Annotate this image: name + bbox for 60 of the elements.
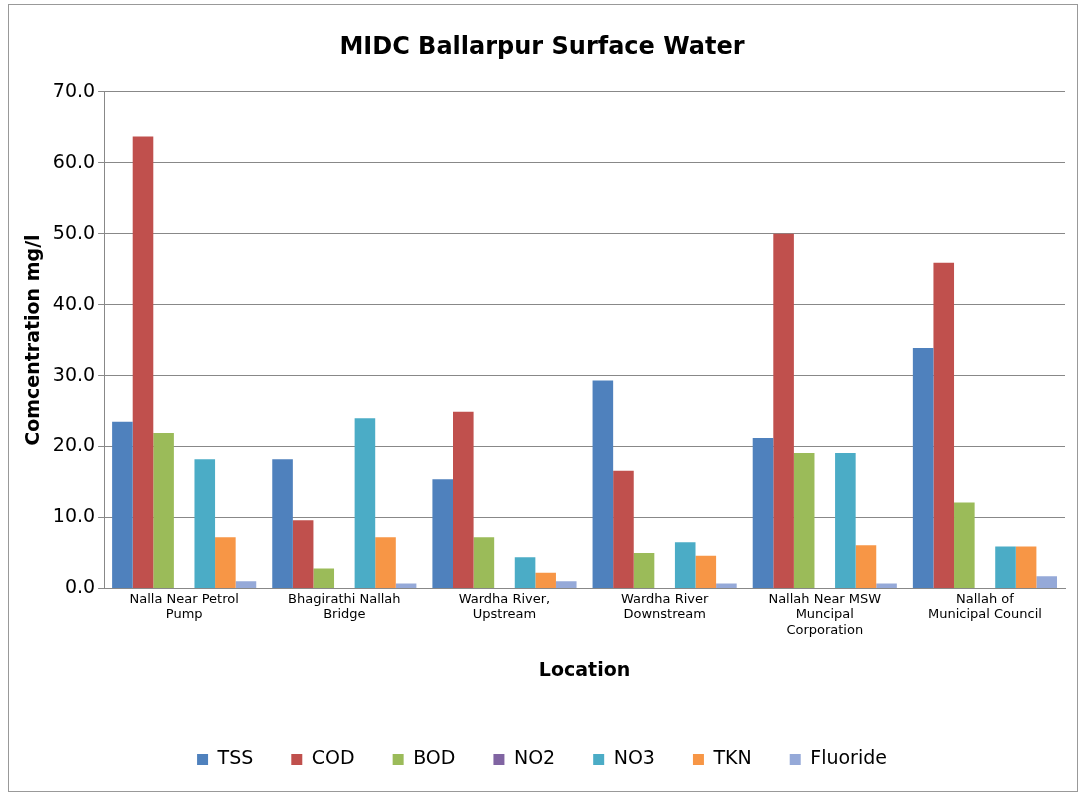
y-tick-label: 20.0 (52, 433, 96, 456)
x-tick-label: Nalla Near Petrol Pump (129, 590, 239, 622)
x-axis-title: Location (538, 657, 631, 680)
bar (313, 568, 335, 588)
legend-label: NO3 (613, 746, 655, 769)
bar (995, 546, 1016, 588)
y-tick-label: 40.0 (52, 291, 96, 314)
bar (555, 581, 577, 588)
bar (194, 459, 216, 588)
bar (375, 537, 396, 588)
bar (876, 583, 897, 588)
legend-label: BOD (413, 746, 456, 769)
bar (453, 411, 474, 588)
x-tick-label: Nallah of Municipal Council (927, 590, 1042, 622)
bar (535, 572, 556, 588)
y-tick-label: 0.0 (64, 575, 96, 598)
bar (695, 555, 717, 588)
bar (954, 502, 975, 588)
bar (633, 552, 655, 588)
bar (912, 347, 934, 588)
bar (112, 421, 133, 588)
bar (215, 537, 236, 588)
bar (514, 557, 536, 588)
bar (235, 581, 257, 588)
bar (674, 542, 696, 588)
legend-label: NO2 (513, 746, 556, 769)
bar (153, 433, 174, 588)
y-tick-label: 60.0 (52, 149, 96, 172)
bar (395, 583, 417, 588)
bar (752, 438, 774, 588)
y-tick-label: 50.0 (52, 220, 96, 243)
bar (272, 459, 293, 588)
bar (855, 545, 877, 588)
legend-label: COD (311, 746, 355, 769)
x-tick-label: Wardha River Downstream (620, 590, 709, 622)
y-tick-label: 30.0 (52, 362, 96, 385)
legend-label: TKN (712, 746, 752, 769)
bar (1015, 546, 1037, 588)
bar (716, 583, 737, 588)
x-tick-label: Nallah Near MSW Muncipal Corporation (768, 590, 882, 637)
bar (473, 537, 495, 588)
bar (613, 470, 634, 588)
bar (1036, 576, 1057, 588)
y-tick-label: 10.0 (52, 504, 96, 527)
legend-label: TSS (216, 746, 254, 769)
x-tick-label: Bhagirathi Nallah Bridge (288, 590, 401, 622)
bar (292, 520, 314, 588)
bar (933, 262, 955, 588)
bar (354, 418, 376, 588)
bar (793, 452, 815, 588)
y-axis-title: Comcentration mg/l (21, 234, 44, 446)
x-tick-label: Wardha River, Upstream (458, 590, 551, 622)
bar (835, 452, 856, 588)
bar (432, 479, 453, 588)
bar (592, 380, 614, 588)
bar (132, 136, 154, 588)
bar (773, 233, 794, 588)
chart-title: MIDC Ballarpur Surface Water (339, 31, 745, 60)
y-tick-label: 70.0 (52, 78, 96, 101)
legend-label: Fluoride (810, 746, 887, 769)
